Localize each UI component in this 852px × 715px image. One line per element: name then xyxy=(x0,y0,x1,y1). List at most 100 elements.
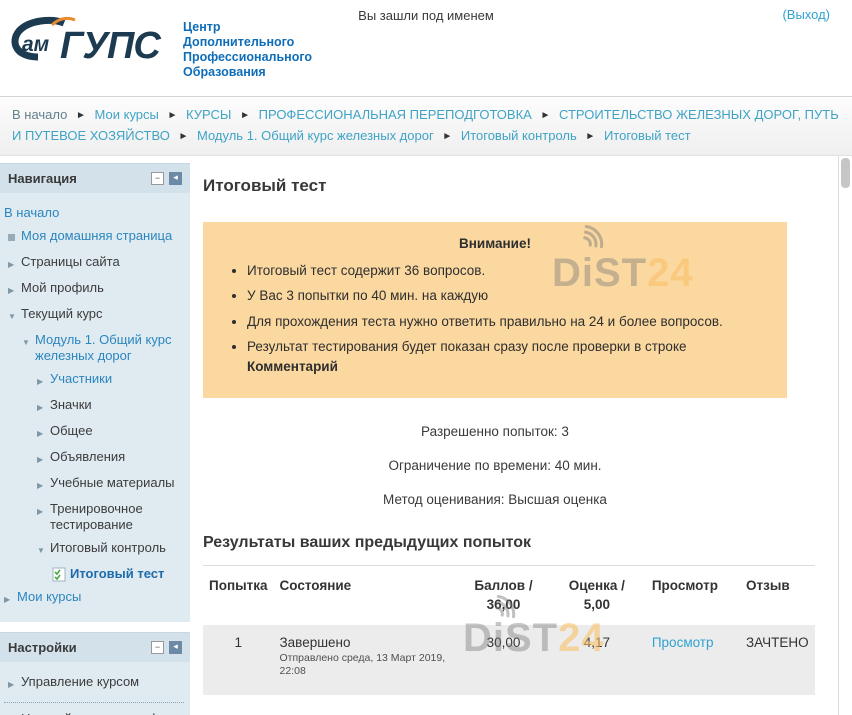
breadcrumb-category[interactable]: ПРОФЕССИОНАЛЬНАЯ ПЕРЕПОДГОТОВКА xyxy=(258,107,532,122)
sidebar-item-site-pages[interactable]: ▶ Страницы сайта xyxy=(8,251,186,277)
attempts-allowed: Разрешенно попыток: 3 xyxy=(421,424,569,440)
org-line: Образования xyxy=(183,65,266,79)
chevron-down-icon[interactable]: ▼ xyxy=(37,546,45,556)
breadcrumb-home: В начало xyxy=(12,107,68,122)
chevron-right-icon[interactable]: ▶ xyxy=(8,680,15,690)
breadcrumb-module[interactable]: Модуль 1. Общий курс железных дорог xyxy=(197,127,434,143)
col-grade: Оценка / 5,00 xyxy=(568,578,625,612)
breadcrumb-separator-icon: ► xyxy=(76,110,86,121)
site-header: Вы зашли под именем (Выход) ам ГУПС Цент… xyxy=(0,0,852,96)
notice-item: Для прохождения теста нужно ответить пра… xyxy=(247,312,771,332)
chevron-right-icon[interactable]: ▶ xyxy=(37,455,44,465)
sidebar-item-final-test[interactable]: Итоговый тест xyxy=(52,563,186,586)
attempt-grade: 4,17 xyxy=(583,634,610,650)
sidebar-item-general[interactable]: ▶ Общее xyxy=(37,420,186,446)
main-content: Итоговый тест Внимание! Итоговый тест со… xyxy=(190,155,839,715)
chevron-right-icon[interactable]: ▶ xyxy=(37,507,44,517)
chevron-right-icon[interactable]: ▶ xyxy=(8,711,21,715)
collapse-block-icon[interactable]: − xyxy=(151,171,164,185)
org-line: Дополнительного xyxy=(183,35,295,49)
breadcrumb-quiz[interactable]: Итоговый тест xyxy=(603,127,691,143)
settings-block-header: Настройки − ◂ xyxy=(0,632,190,662)
sidebar-item-participants[interactable]: ▶ Участники xyxy=(37,368,186,394)
notice-item: Результат тестирования будет показан сра… xyxy=(247,337,771,376)
sidebar-item-course-administration[interactable]: ▶ Управление курсом xyxy=(8,671,186,697)
breadcrumb-separator-icon: ► xyxy=(178,130,189,142)
breadcrumb-separator-icon: ► xyxy=(585,130,596,142)
dock-block-icon[interactable]: ◂ xyxy=(169,640,182,654)
sidebar-item-announcements[interactable]: ▶ Объявления xyxy=(37,446,186,472)
sidebar-item-current-course[interactable]: ▼ Текущий курс xyxy=(8,303,186,329)
quiz-icon xyxy=(52,567,66,582)
logo[interactable]: ам ГУПС Центр Дополнительного Профессион… xyxy=(8,12,312,80)
chevron-right-icon[interactable]: ▶ xyxy=(4,595,11,605)
col-state: Состояние xyxy=(279,578,352,594)
breadcrumb: В начало ► Мои курсы ► КУРСЫ ► ПРОФЕССИО… xyxy=(0,96,852,156)
sidebar-item-training-test[interactable]: ▶ Тренировочное тестирование xyxy=(37,501,143,533)
bullet-square-icon xyxy=(8,228,21,247)
chevron-right-icon[interactable]: ▶ xyxy=(8,260,15,270)
attention-notice: Внимание! Итоговый тест содержит 36 вопр… xyxy=(203,221,787,399)
grading-method: Метод оценивания: Высшая оценка xyxy=(383,492,607,508)
table-header-row: Попытка Состояние Баллов / 36,00 Оценка … xyxy=(203,566,815,625)
breadcrumb-separator-icon: ► xyxy=(167,110,178,121)
sidebar-item-final-control[interactable]: ▼ Итоговый контроль xyxy=(37,537,186,563)
svg-text:ам: ам xyxy=(22,33,50,56)
scrollbar xyxy=(839,155,852,715)
navigation-tree: В начало Моя домашняя страница ▶ Страниц… xyxy=(0,193,190,622)
navigation-block-header: Навигация − ◂ xyxy=(0,163,190,193)
breadcrumb-my-courses[interactable]: Мои курсы xyxy=(94,107,159,122)
sidebar-item-materials[interactable]: ▶ Учебные материалы xyxy=(37,472,186,498)
sidebar-item-module1[interactable]: ▼ Модуль 1. Общий курс железных дорог xyxy=(22,332,172,364)
chevron-right-icon[interactable]: ▶ xyxy=(37,429,44,439)
org-name: Центр Дополнительного Профессионального … xyxy=(183,12,312,80)
page-title: Итоговый тест xyxy=(203,175,327,195)
attempt-state: Завершено Отправлено среда, 13 Март 2019… xyxy=(274,625,460,695)
settings-tree: ▶ Управление курсом ▶ Настройки моего пр… xyxy=(0,662,190,715)
sidebar-item-my-courses[interactable]: ▶ Мои курсы xyxy=(4,586,186,612)
org-line: Профессионального xyxy=(183,50,313,64)
sidebar-item-home[interactable]: В начало xyxy=(4,205,60,221)
breadcrumb-course[interactable]: СТРОИТЕЛЬСТВО ЖЕЛЕЗНЫХ ДОРОГ, ПУТЬ И ПУТ… xyxy=(12,107,839,143)
attempt-feedback: ЗАЧТЕНО xyxy=(746,634,809,650)
breadcrumb-separator-icon: ► xyxy=(442,130,453,142)
scrollbar-thumb[interactable] xyxy=(841,157,850,188)
sidebar-item-my-home[interactable]: Моя домашняя страница xyxy=(8,225,186,251)
sidebar-item-badges[interactable]: ▶ Значки xyxy=(37,394,186,420)
navigation-block: Навигация − ◂ В начало Моя домашняя стра… xyxy=(0,162,190,622)
notice-item: У Вас 3 попытки по 40 мин. на каждую xyxy=(247,286,771,306)
attempt-review-cell: Просмотр xyxy=(646,625,740,695)
attempt-points: 30,00 xyxy=(486,634,521,650)
settings-block: Настройки − ◂ ▶ Управление курсом ▶ Наст… xyxy=(0,631,190,715)
chevron-right-icon[interactable]: ▶ xyxy=(8,286,15,296)
time-limit: Ограничение по времени: 40 мин. xyxy=(388,458,602,474)
settings-block-title: Настройки xyxy=(8,639,77,655)
notice-item: Итоговый тест содержит 36 вопросов. xyxy=(247,261,771,281)
sidebar-item-my-profile[interactable]: ▶ Мой профиль xyxy=(8,277,186,303)
breadcrumb-separator-icon: ► xyxy=(240,110,250,121)
sidebar-item-profile-settings[interactable]: ▶ Настройки моего профиля xyxy=(8,708,186,715)
col-review: Просмотр xyxy=(651,578,718,594)
samgups-logo-icon: ам ГУПС xyxy=(11,16,162,67)
chevron-down-icon[interactable]: ▼ xyxy=(8,312,16,322)
navigation-block-title: Навигация xyxy=(8,170,77,186)
chevron-down-icon[interactable]: ▼ xyxy=(22,338,30,348)
breadcrumb-courses[interactable]: КУРСЫ xyxy=(186,107,232,122)
review-link[interactable]: Просмотр xyxy=(651,634,714,650)
collapse-block-icon[interactable]: − xyxy=(151,640,164,654)
col-feedback: Отзыв xyxy=(746,578,790,594)
chevron-right-icon[interactable]: ▶ xyxy=(37,377,44,387)
attempt-number: 1 xyxy=(234,634,243,650)
svg-text:ГУПС: ГУПС xyxy=(60,25,161,67)
col-points: Баллов / 36,00 xyxy=(474,578,533,612)
dock-block-icon[interactable]: ◂ xyxy=(169,171,182,185)
attempts-table: Попытка Состояние Баллов / 36,00 Оценка … xyxy=(203,565,815,696)
logout-link[interactable]: (Выход) xyxy=(782,7,830,22)
results-heading: Результаты ваших предыдущих попыток xyxy=(203,534,531,552)
table-row: 1 Завершено Отправлено среда, 13 Март 20… xyxy=(203,624,815,696)
attempt-submitted-date: Отправлено среда, 13 Март 2019, 22:08 xyxy=(279,651,446,678)
chevron-right-icon[interactable]: ▶ xyxy=(37,403,44,413)
chevron-right-icon[interactable]: ▶ xyxy=(37,481,44,491)
breadcrumb-section[interactable]: Итоговый контроль xyxy=(460,127,577,143)
